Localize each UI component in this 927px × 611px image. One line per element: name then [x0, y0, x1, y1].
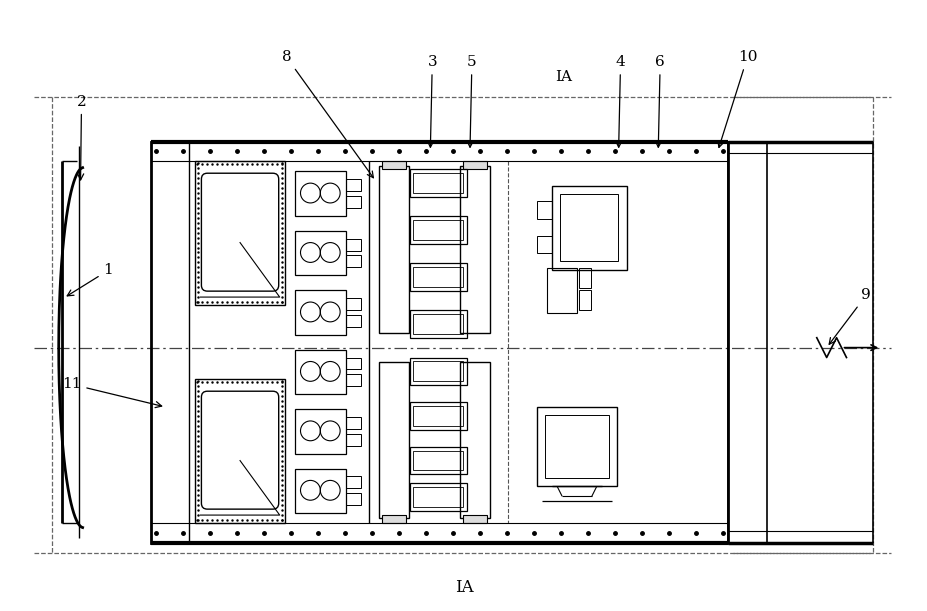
- Bar: [413, 451, 463, 470]
- Bar: [463, 515, 487, 523]
- Bar: [346, 239, 361, 251]
- Bar: [196, 161, 285, 305]
- Bar: [463, 161, 487, 169]
- Bar: [346, 477, 361, 488]
- Bar: [578, 290, 590, 310]
- Text: 8: 8: [282, 50, 373, 178]
- Bar: [294, 290, 346, 335]
- Bar: [413, 268, 463, 287]
- Bar: [151, 142, 727, 543]
- Bar: [346, 417, 361, 429]
- Bar: [460, 166, 489, 333]
- Text: 1: 1: [67, 263, 113, 296]
- Bar: [346, 196, 361, 208]
- Bar: [346, 298, 361, 310]
- Bar: [346, 315, 361, 327]
- Text: 3: 3: [427, 55, 437, 147]
- Bar: [560, 194, 617, 262]
- Text: 2: 2: [77, 95, 86, 180]
- Bar: [413, 220, 463, 240]
- Text: 10: 10: [717, 50, 756, 147]
- Bar: [196, 379, 285, 523]
- Bar: [545, 415, 608, 478]
- Bar: [409, 483, 466, 511]
- Bar: [409, 216, 466, 244]
- Bar: [294, 349, 346, 394]
- Bar: [346, 179, 361, 191]
- Bar: [537, 236, 552, 254]
- Bar: [460, 362, 489, 518]
- Bar: [409, 169, 466, 197]
- Bar: [346, 493, 361, 505]
- Bar: [537, 201, 552, 219]
- Bar: [413, 488, 463, 507]
- Text: IA: IA: [555, 70, 572, 84]
- Bar: [537, 407, 616, 486]
- Bar: [409, 263, 466, 291]
- Bar: [727, 142, 767, 543]
- Bar: [294, 469, 346, 513]
- Bar: [413, 362, 463, 381]
- Bar: [409, 310, 466, 338]
- Bar: [552, 186, 626, 270]
- Text: IA: IA: [454, 579, 473, 596]
- Bar: [409, 447, 466, 475]
- Text: 11: 11: [62, 377, 161, 408]
- Bar: [409, 357, 466, 386]
- Bar: [378, 362, 408, 518]
- Text: 6: 6: [654, 55, 665, 147]
- Bar: [413, 173, 463, 193]
- Bar: [413, 314, 463, 334]
- Bar: [294, 409, 346, 453]
- Bar: [378, 166, 408, 333]
- Bar: [381, 161, 405, 169]
- Bar: [294, 171, 346, 216]
- Bar: [346, 375, 361, 386]
- Bar: [547, 268, 577, 313]
- Bar: [346, 434, 361, 445]
- Text: 4: 4: [615, 55, 625, 147]
- Text: 5: 5: [466, 55, 476, 147]
- Bar: [346, 357, 361, 370]
- Bar: [346, 255, 361, 268]
- Text: 9: 9: [829, 288, 870, 344]
- Bar: [381, 515, 405, 523]
- Bar: [413, 406, 463, 426]
- Bar: [294, 231, 346, 276]
- Bar: [409, 402, 466, 430]
- Bar: [578, 268, 590, 288]
